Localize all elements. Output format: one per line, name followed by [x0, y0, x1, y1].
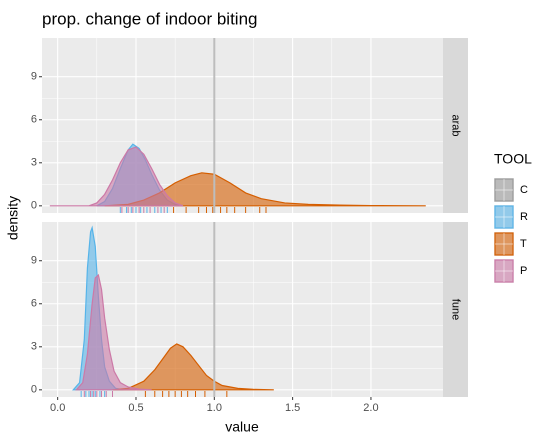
y-tick-label: 3 — [31, 341, 37, 353]
y-tick-label: 9 — [31, 71, 37, 83]
facet-label: fune — [450, 299, 462, 320]
y-tick-label: 6 — [31, 298, 37, 310]
y-tick-label: 6 — [31, 114, 37, 126]
x-axis-label: value — [225, 419, 259, 435]
density-curve — [75, 273, 152, 391]
y-axis-label: density — [5, 196, 21, 240]
facet-strip — [443, 38, 468, 213]
legend-label: P — [520, 265, 527, 277]
x-tick-label: 0.5 — [128, 402, 143, 414]
x-tick-label: 1.0 — [207, 402, 222, 414]
legend-title: TOOL — [494, 151, 532, 167]
x-tick-label: 0.0 — [50, 402, 65, 414]
facet-label: arab — [450, 114, 462, 136]
legend-label: C — [520, 184, 528, 196]
y-tick-label: 9 — [31, 255, 37, 267]
panel-background — [42, 38, 443, 213]
x-tick-label: 2.0 — [363, 402, 378, 414]
density-curve — [49, 146, 184, 207]
facet-strip — [443, 222, 468, 397]
y-tick-label: 3 — [31, 157, 37, 169]
density-curve — [112, 343, 274, 391]
legend-label: T — [520, 238, 527, 250]
x-tick-label: 1.5 — [285, 402, 300, 414]
y-tick-label: 0 — [31, 384, 37, 396]
chart-title: prop. change of indoor biting — [42, 9, 258, 28]
y-tick-label: 0 — [31, 200, 37, 212]
legend-label: R — [520, 211, 528, 223]
